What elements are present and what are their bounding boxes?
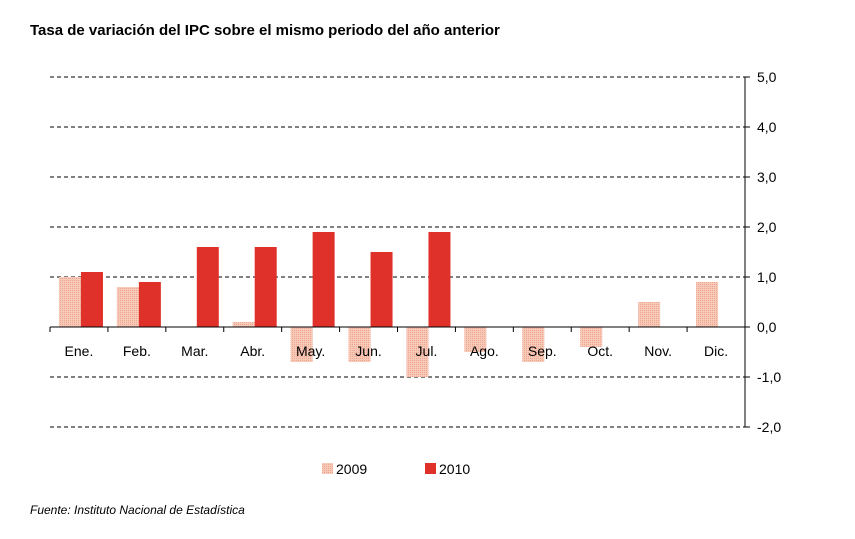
bar-2009-7	[464, 327, 487, 352]
x-tick-label: Oct.	[587, 343, 613, 359]
y-tick-label: -1,0	[757, 369, 781, 385]
x-tick-label: May.	[296, 343, 325, 359]
bar-2009-9	[580, 327, 603, 347]
bar-2009-8	[522, 327, 545, 362]
bar-2009-3	[232, 322, 255, 327]
bar-2010-6	[428, 232, 451, 327]
bar-2010-1	[138, 282, 161, 327]
y-tick-label: 2,0	[757, 219, 777, 235]
source-note: Fuente: Instituto Nacional de Estadístic…	[30, 503, 245, 517]
x-tick-label: Abr.	[240, 343, 265, 359]
bar-2010-4	[312, 232, 335, 327]
bar-2009-0	[58, 277, 81, 327]
legend-swatch-2010	[425, 463, 436, 474]
y-tick-label: 5,0	[757, 69, 777, 85]
legend-swatch-2009	[322, 463, 333, 474]
legend-label-2009: 2009	[336, 461, 367, 477]
x-tick-label: Feb.	[123, 343, 151, 359]
bar-2010-2	[196, 247, 219, 327]
x-tick-label: Ene.	[65, 343, 94, 359]
x-tick-label: Nov.	[644, 343, 672, 359]
bar-2009-1	[116, 287, 139, 327]
bar-2009-5	[348, 327, 371, 362]
y-tick-label: 0,0	[757, 319, 777, 335]
bar-2009-4	[290, 327, 313, 362]
x-tick-label: Jun.	[355, 343, 381, 359]
bar-2009-6	[406, 327, 429, 377]
bar-2009-11	[696, 282, 719, 327]
y-tick-label: 4,0	[757, 119, 777, 135]
bar-2010-3	[254, 247, 277, 327]
x-tick-label: Sep.	[528, 343, 557, 359]
bar-2010-5	[370, 252, 393, 327]
x-tick-label: Jul.	[416, 343, 438, 359]
chart-title: Tasa de variación del IPC sobre el mismo…	[30, 22, 500, 39]
y-tick-label: 1,0	[757, 269, 777, 285]
bar-2010-0	[80, 272, 103, 327]
bar-2009-10	[638, 302, 661, 327]
x-tick-label: Dic.	[704, 343, 728, 359]
x-tick-label: Ago.	[470, 343, 499, 359]
y-tick-label: 3,0	[757, 169, 777, 185]
y-tick-label: -2,0	[757, 419, 781, 435]
x-tick-label: Mar.	[181, 343, 208, 359]
legend-label-2010: 2010	[439, 461, 470, 477]
